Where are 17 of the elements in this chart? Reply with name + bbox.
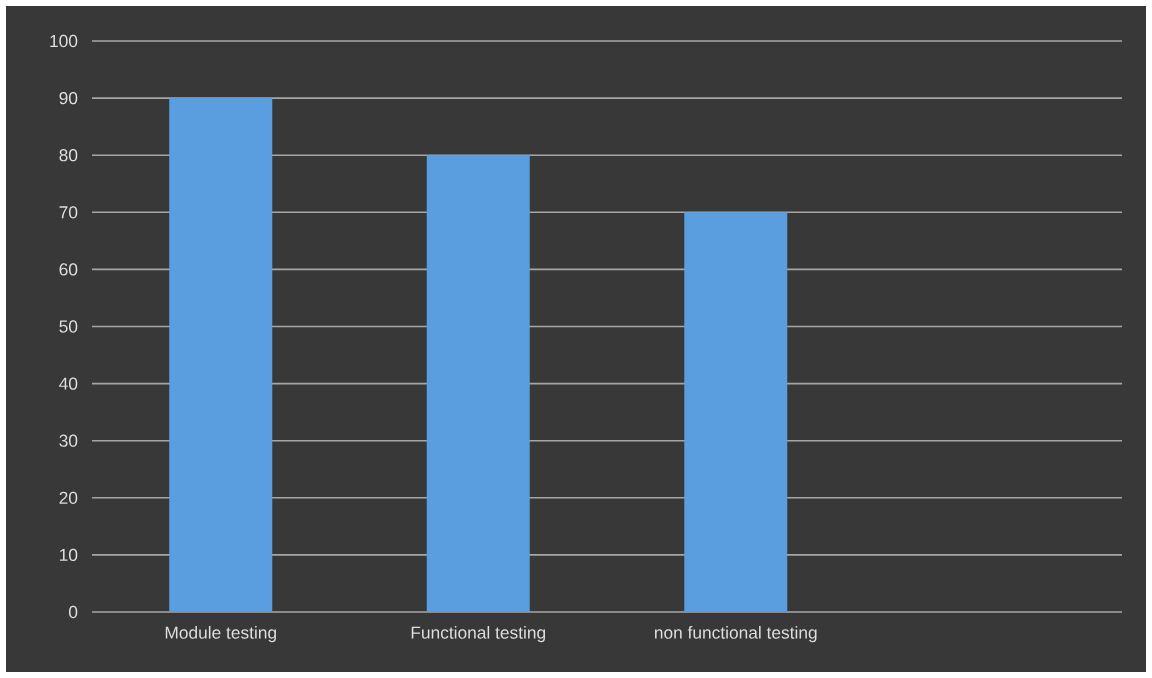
x-tick-label: Module testing [165,626,276,643]
y-tick-label: 40 [59,377,78,390]
y-tick-label: 100 [50,34,78,48]
y-tick-label: 0 [68,605,78,619]
bar [426,155,530,612]
x-tick-label: Functional testing [411,626,546,643]
y-tick-label: 50 [59,320,78,333]
y-tick-label: 90 [59,91,78,105]
x-tick-label: non functional testing [655,626,817,643]
y-tick-label: 60 [59,263,78,276]
y-tick-label: 70 [59,206,78,219]
y-tick-label: 20 [59,491,78,504]
bar [169,98,273,612]
y-tick-label: 30 [59,434,78,447]
y-tick-label: 10 [60,548,78,562]
bar [684,212,788,612]
y-tick-label: 80 [59,149,78,162]
